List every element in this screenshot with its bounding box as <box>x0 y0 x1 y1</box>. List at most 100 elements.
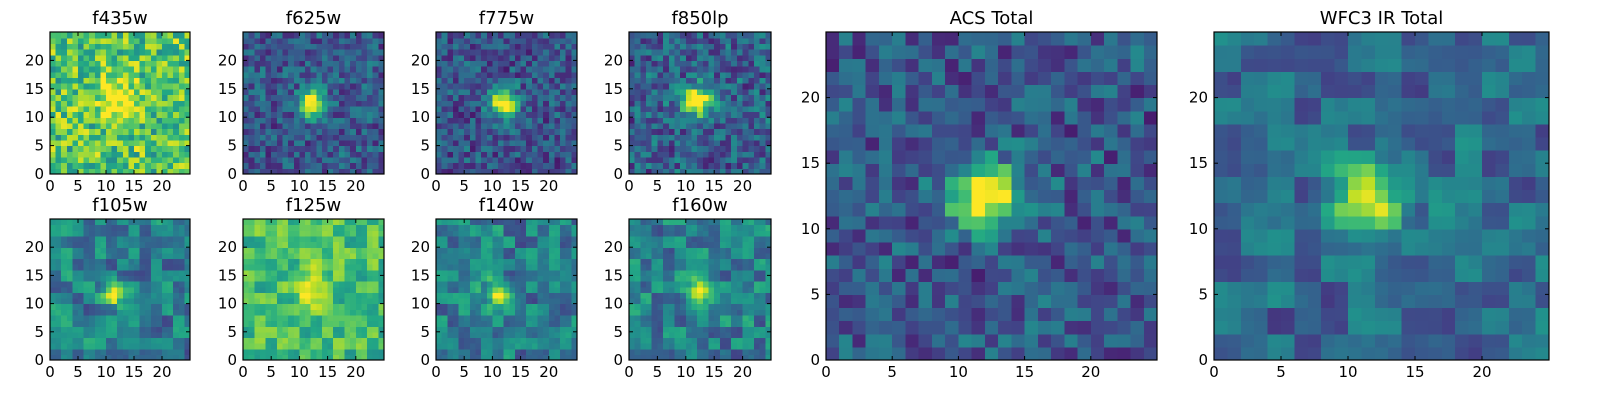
pixel-cell <box>731 83 738 90</box>
pixel-cell <box>441 230 448 237</box>
pixel-cell <box>299 224 306 231</box>
pixel-cell <box>89 122 96 130</box>
pixel-cell <box>265 128 272 135</box>
pixel-cell <box>162 297 169 305</box>
pixel-cell <box>361 219 368 226</box>
pixel-cell <box>514 252 522 260</box>
pixel-cell <box>355 139 363 147</box>
pixel-cell <box>94 247 101 254</box>
pixel-cell <box>276 77 284 84</box>
pixel-cell <box>498 37 505 44</box>
pixel-cell <box>674 275 681 282</box>
pixel-cell <box>731 326 738 333</box>
pixel-cell <box>742 54 749 61</box>
pixel-cell <box>288 128 295 135</box>
pixel-cell <box>310 77 317 84</box>
pixel-cell <box>748 348 755 355</box>
pixel-cell <box>475 128 482 135</box>
pixel-cell <box>111 224 118 231</box>
pixel-cell <box>543 269 550 276</box>
pixel-cell <box>128 314 135 322</box>
pixel-cell <box>452 354 460 361</box>
pixel-cell <box>355 94 363 101</box>
pixel-cell <box>537 269 544 276</box>
pixel-cell <box>668 156 676 164</box>
pixel-cell <box>651 281 658 288</box>
pixel-cell <box>514 337 522 344</box>
pixel-cell <box>265 309 272 316</box>
pixel-cell <box>520 134 527 141</box>
pixel-cell <box>361 77 368 84</box>
pixel-cell <box>464 281 471 288</box>
pixel-cell <box>106 77 113 84</box>
pixel-cell <box>531 54 539 61</box>
pixel-cell <box>89 230 96 237</box>
pixel-cell <box>139 281 146 288</box>
pixel-cell <box>554 54 561 61</box>
pixel-cell <box>509 320 516 327</box>
pixel-cell <box>668 286 676 293</box>
pixel-cell <box>117 314 124 322</box>
pixel-cell <box>259 122 267 130</box>
pixel-cell <box>276 247 284 254</box>
pixel-cell <box>288 314 295 322</box>
pixel-cell <box>83 269 90 276</box>
pixel-cell <box>464 49 471 56</box>
pixel-cell <box>736 32 744 39</box>
pixel-cell <box>748 66 755 73</box>
pixel-cell <box>111 286 118 293</box>
pixel-cell <box>719 326 727 333</box>
pixel-cell <box>310 275 317 282</box>
pixel-cell <box>50 224 57 231</box>
pixel-cell <box>156 297 163 305</box>
y-tick-label: 10 <box>411 108 430 126</box>
pixel-cell <box>514 151 522 158</box>
pixel-cell <box>355 320 363 327</box>
pixel-cell <box>156 247 163 254</box>
pixel-cell <box>288 235 295 243</box>
pixel-cell <box>537 303 544 310</box>
pixel-cell <box>514 235 522 243</box>
pixel-cell <box>61 49 68 56</box>
pixel-cell <box>173 258 180 265</box>
pixel-cell <box>55 71 62 79</box>
pixel-cell <box>447 162 454 169</box>
pixel-cell <box>486 32 493 39</box>
pixel-cell <box>469 43 477 50</box>
pixel-cell <box>640 354 647 361</box>
pixel-cell <box>753 37 761 44</box>
pixel-cell <box>651 151 658 158</box>
pixel-cell <box>128 286 135 293</box>
pixel-cell <box>128 320 135 327</box>
pixel-cell <box>89 94 96 101</box>
pixel-cell <box>361 139 368 147</box>
pixel-cell <box>367 83 374 90</box>
pixel-cell <box>548 100 556 107</box>
pixel-cell <box>150 320 157 327</box>
pixel-cell <box>691 348 698 355</box>
pixel-cell <box>173 275 180 282</box>
pixel-cell <box>651 105 658 113</box>
pixel-cell <box>55 252 62 260</box>
x-tick-label: 0 <box>238 177 248 195</box>
pixel-cell <box>100 122 107 130</box>
pixel-cell <box>378 252 385 260</box>
pixel-cell <box>680 94 687 101</box>
pixel-cell <box>111 275 118 282</box>
pixel-cell <box>100 269 107 276</box>
pixel-cell <box>122 326 129 333</box>
pixel-cell <box>481 122 488 130</box>
pixel-cell <box>100 343 107 350</box>
pixel-cell <box>634 94 641 101</box>
pixel-cell <box>565 162 572 169</box>
pixel-cell <box>162 156 169 164</box>
pixel-cell <box>299 258 306 265</box>
pixel-cell <box>481 43 488 50</box>
pixel-cell <box>708 168 715 175</box>
pixel-cell <box>452 162 460 169</box>
pixel-cell <box>327 122 334 130</box>
pixel-cell <box>668 320 676 327</box>
pixel-cell <box>548 117 556 124</box>
pixel-cell <box>162 309 169 316</box>
pixel-cell <box>458 88 465 96</box>
